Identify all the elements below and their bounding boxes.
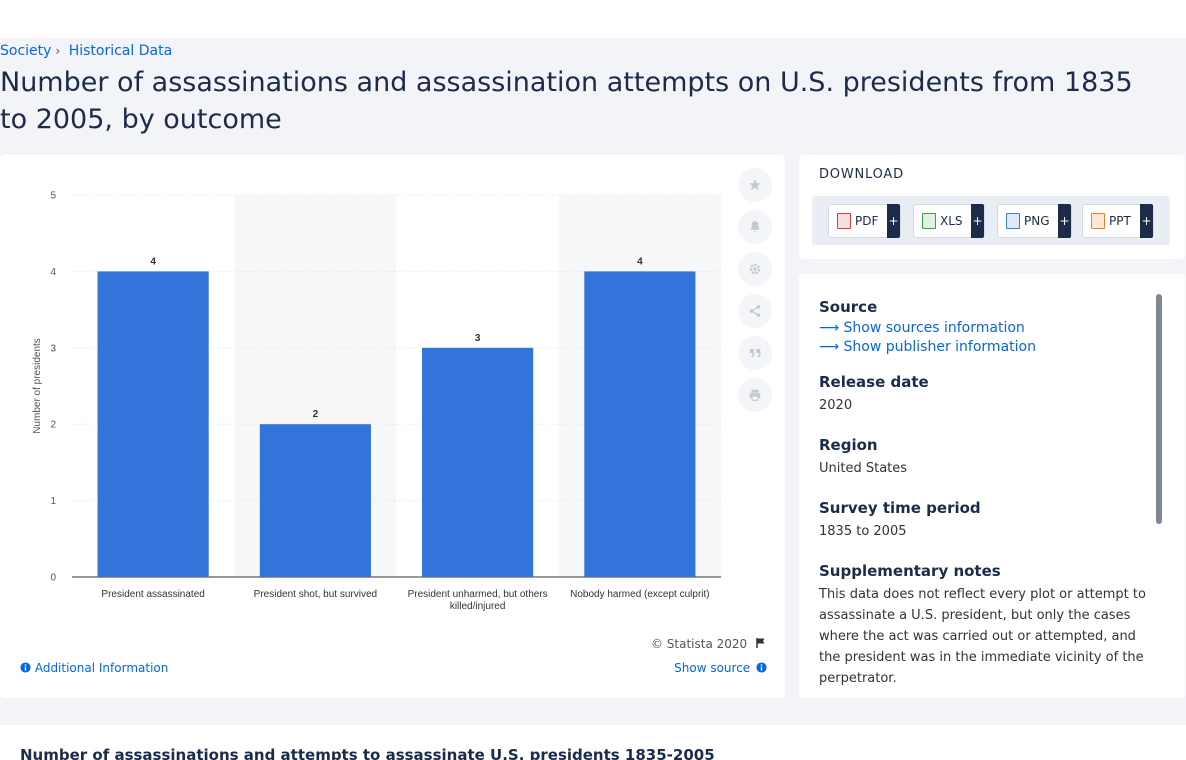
plus-icon: + (887, 204, 900, 238)
download-buttons: PDF + XLS + PNG + PPT + (812, 196, 1170, 245)
bar (259, 424, 371, 577)
show-publisher-label: Show publisher information (843, 339, 1036, 355)
download-png-label: PNG (1024, 214, 1050, 228)
plus-icon: + (971, 204, 984, 238)
statistic-details-card: Source ⟶ Show sources information ⟶ Show… (799, 274, 1185, 698)
description-title: Number of assassinations and attempts to… (20, 746, 715, 760)
share-button[interactable] (738, 294, 772, 328)
additional-information-label: Additional Information (34, 661, 169, 675)
show-source-link[interactable]: Show source (674, 661, 767, 675)
settings-button[interactable] (738, 252, 772, 286)
copyright-text: © Statista 2020 (650, 637, 748, 651)
breadcrumb-society[interactable]: Society (0, 43, 52, 59)
share-icon (749, 305, 761, 317)
pdf-file-icon (837, 213, 851, 229)
show-source-label: Show source (674, 661, 751, 675)
y-tick-label: 1 (50, 496, 56, 507)
arrow-right-icon: ⟶ (819, 320, 844, 336)
bar (584, 271, 696, 577)
cite-button[interactable] (738, 336, 772, 370)
show-sources-link[interactable]: ⟶ Show sources information (819, 320, 1149, 336)
chart-card: 0 1 2 3 4 5 Number of presidents 4 President ass… (0, 155, 785, 698)
supplementary-notes-value: This data does not reflect every plot or… (819, 587, 1146, 686)
info-icon (20, 662, 31, 673)
region-heading: Region (819, 436, 878, 454)
favorite-button[interactable] (738, 168, 772, 202)
ppt-file-icon (1091, 213, 1105, 229)
survey-period-heading: Survey time period (819, 499, 981, 517)
breadcrumb-historical-data[interactable]: Historical Data (68, 43, 173, 59)
flag-icon[interactable] (755, 637, 767, 649)
chart-tools (738, 168, 772, 420)
xls-file-icon (922, 213, 936, 229)
download-title: DOWNLOAD (819, 167, 904, 182)
gear-icon (749, 263, 761, 275)
y-tick-label: 4 (50, 267, 56, 278)
print-button[interactable] (738, 378, 772, 412)
release-date-value: 2020 (819, 398, 853, 413)
data-label: 3 (475, 333, 481, 344)
download-card: DOWNLOAD PDF + XLS + PNG + PPT + (799, 155, 1185, 259)
y-axis-label: Number of presidents (32, 338, 43, 434)
page-title: Number of assassinations and assassinati… (0, 67, 1133, 135)
release-date-heading: Release date (819, 373, 929, 391)
download-xls-button[interactable]: XLS + (913, 204, 985, 238)
bar (97, 271, 209, 577)
bar-chart: 0 1 2 3 4 5 Number of presidents 4 President ass… (32, 191, 721, 612)
x-tick-label: President unharmed, but others (408, 589, 548, 600)
download-pdf-label: PDF (855, 214, 879, 228)
bell-icon (750, 221, 760, 233)
scrollbar[interactable] (1156, 294, 1162, 524)
x-tick-label: President shot, but survived (254, 589, 377, 600)
show-sources-label: Show sources information (843, 320, 1025, 336)
download-xls-label: XLS (940, 214, 963, 228)
plus-icon: + (1058, 204, 1071, 238)
statistic-details: Source ⟶ Show sources information ⟶ Show… (819, 298, 1149, 698)
source-heading: Source (819, 298, 878, 316)
x-tick-label: President assassinated (101, 589, 204, 600)
notification-button[interactable] (738, 210, 772, 244)
info-icon (756, 662, 767, 673)
survey-period-value: 1835 to 2005 (819, 524, 907, 539)
description-section: Number of assassinations and attempts to… (0, 725, 1186, 760)
y-tick-label: 3 (50, 343, 56, 354)
x-tick-label: killed/injured (450, 601, 506, 612)
chevron-right-icon: › (55, 44, 61, 58)
show-publisher-link[interactable]: ⟶ Show publisher information (819, 339, 1149, 355)
download-png-button[interactable]: PNG + (997, 204, 1072, 238)
data-label: 4 (637, 256, 643, 267)
breadcrumb: Society › Historical Data (0, 43, 172, 59)
y-tick-label: 0 (50, 573, 56, 584)
data-label: 4 (150, 256, 156, 267)
print-icon (749, 389, 761, 401)
download-pdf-button[interactable]: PDF + (828, 204, 901, 238)
star-icon (749, 179, 761, 191)
y-tick-label: 2 (50, 420, 56, 431)
bar (422, 347, 534, 577)
region-value: United States (819, 461, 908, 476)
plus-icon: + (1140, 204, 1153, 238)
download-ppt-button[interactable]: PPT + (1082, 204, 1154, 238)
supplementary-notes-heading: Supplementary notes (819, 562, 1001, 580)
additional-information-link[interactable]: Additional Information (20, 661, 168, 675)
quote-icon (749, 348, 762, 358)
data-label: 2 (313, 409, 319, 420)
top-bar (0, 0, 1186, 38)
x-tick-label: Nobody harmed (except culprit) (570, 589, 710, 600)
png-file-icon (1006, 213, 1020, 229)
copyright: © Statista 2020 (651, 637, 767, 651)
download-ppt-label: PPT (1109, 214, 1131, 228)
arrow-right-icon: ⟶ (819, 339, 844, 355)
y-tick-label: 5 (50, 191, 56, 202)
